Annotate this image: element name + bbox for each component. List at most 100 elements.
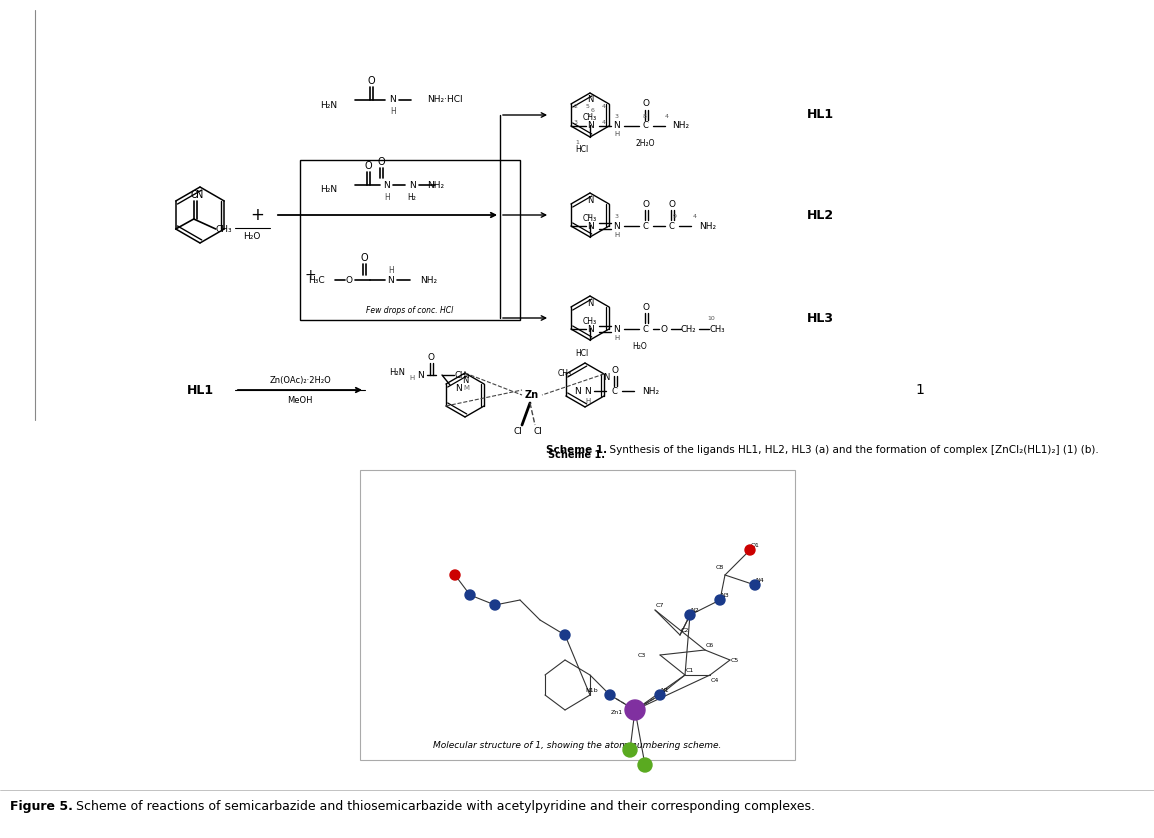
Text: N: N	[587, 324, 594, 334]
Text: C: C	[642, 122, 647, 131]
Text: Few drops of conc. HCl: Few drops of conc. HCl	[366, 306, 454, 314]
Text: 7: 7	[586, 113, 590, 118]
Text: N1b: N1b	[586, 687, 598, 692]
Text: O: O	[668, 199, 675, 209]
Text: N: N	[587, 298, 593, 308]
Text: 4: 4	[602, 105, 606, 110]
Text: O: O	[365, 161, 372, 171]
Text: N2: N2	[690, 608, 699, 613]
Text: CH₃: CH₃	[583, 317, 597, 325]
Text: H: H	[390, 107, 396, 116]
Text: N: N	[585, 386, 591, 396]
Text: HL1: HL1	[187, 384, 213, 396]
Circle shape	[623, 743, 637, 757]
Text: NH₂: NH₂	[699, 221, 717, 230]
Text: 1: 1	[575, 141, 579, 146]
Text: H₂O: H₂O	[243, 231, 261, 241]
Text: HL1: HL1	[807, 108, 833, 122]
Text: Figure 5.: Figure 5.	[10, 800, 73, 813]
Text: N: N	[388, 276, 395, 284]
Text: C7: C7	[655, 603, 665, 608]
Text: H: H	[410, 375, 414, 381]
Text: 1: 1	[915, 383, 924, 397]
Text: N: N	[587, 195, 593, 204]
Text: Scheme 1.: Scheme 1.	[548, 450, 606, 460]
Text: N: N	[587, 96, 593, 105]
Text: CH₃: CH₃	[710, 324, 725, 334]
Text: H: H	[585, 398, 591, 404]
Text: 9: 9	[673, 214, 677, 219]
Text: C: C	[668, 221, 674, 230]
Text: N: N	[575, 386, 582, 396]
Text: 4: 4	[692, 214, 697, 219]
Circle shape	[625, 700, 645, 720]
Text: NH₂: NH₂	[427, 180, 444, 189]
Text: 3: 3	[615, 113, 619, 118]
Text: O: O	[427, 353, 435, 361]
Text: Scheme 1.: Scheme 1.	[547, 445, 607, 455]
Text: N: N	[455, 384, 462, 392]
Circle shape	[655, 690, 665, 700]
Text: N: N	[409, 180, 415, 189]
Text: H₂N: H₂N	[320, 101, 337, 110]
Text: H₂N: H₂N	[389, 368, 405, 376]
Text: 3: 3	[615, 214, 619, 219]
Text: CH₃: CH₃	[557, 369, 572, 377]
Text: H: H	[614, 335, 620, 341]
Text: 4: 4	[602, 121, 606, 126]
Text: O: O	[360, 253, 368, 263]
Text: CH₂: CH₂	[680, 324, 696, 334]
Text: H: H	[384, 193, 390, 201]
Text: C1: C1	[685, 668, 694, 673]
Text: O: O	[643, 100, 650, 108]
Text: C4: C4	[711, 677, 719, 682]
Text: O: O	[345, 276, 352, 284]
Text: 4: 4	[665, 113, 669, 118]
Text: Synthesis of the ligands HL1, HL2, HL3 (a) and the formation of complex [ZnCl₂(H: Synthesis of the ligands HL1, HL2, HL3 (…	[577, 445, 1099, 455]
Text: CH₃: CH₃	[583, 214, 597, 223]
Text: N: N	[417, 370, 424, 380]
Text: Scheme of reactions of semicarbazide and thiosemicarbazide with acetylpyridine a: Scheme of reactions of semicarbazide and…	[72, 800, 815, 813]
Text: N4: N4	[756, 577, 764, 582]
Circle shape	[560, 630, 570, 640]
Text: CH₃: CH₃	[583, 113, 597, 122]
Circle shape	[750, 580, 760, 590]
Text: HL3: HL3	[807, 312, 833, 324]
Text: Zn(OAc)₂·2H₂O: Zn(OAc)₂·2H₂O	[269, 375, 331, 385]
Text: Molecular structure of 1, showing the atom-numbering scheme.: Molecular structure of 1, showing the at…	[433, 741, 721, 749]
Text: NH₂: NH₂	[672, 122, 689, 131]
Text: N: N	[462, 375, 469, 385]
Text: N1: N1	[661, 687, 669, 692]
Text: CH₃: CH₃	[216, 225, 232, 234]
Text: C8: C8	[715, 565, 724, 570]
Text: HCl: HCl	[576, 146, 589, 154]
Text: N: N	[383, 180, 390, 189]
Circle shape	[715, 595, 725, 605]
Text: O: O	[643, 303, 650, 312]
Text: C6: C6	[706, 643, 714, 648]
Text: C2: C2	[681, 628, 689, 633]
Circle shape	[685, 610, 695, 620]
Text: H₂N: H₂N	[320, 185, 337, 194]
Text: N3: N3	[720, 592, 729, 597]
Text: O: O	[643, 199, 650, 209]
Text: N: N	[390, 96, 396, 105]
Text: H₂: H₂	[407, 193, 417, 201]
Text: N: N	[196, 190, 204, 200]
Text: O: O	[660, 324, 667, 334]
Text: N: N	[614, 122, 621, 131]
Text: Zn: Zn	[525, 390, 539, 400]
Text: Cl: Cl	[533, 427, 542, 436]
Text: C: C	[642, 221, 647, 230]
Text: N: N	[614, 221, 621, 230]
Text: H₃C: H₃C	[308, 276, 325, 284]
Circle shape	[490, 600, 500, 610]
Text: +: +	[305, 268, 316, 282]
Text: 10: 10	[707, 315, 714, 320]
Text: O1: O1	[750, 542, 759, 547]
Text: 7: 7	[586, 214, 590, 219]
Text: C: C	[610, 386, 617, 396]
Text: H: H	[614, 131, 620, 137]
Text: NH₂: NH₂	[642, 386, 659, 396]
Text: Zn1: Zn1	[610, 710, 623, 715]
